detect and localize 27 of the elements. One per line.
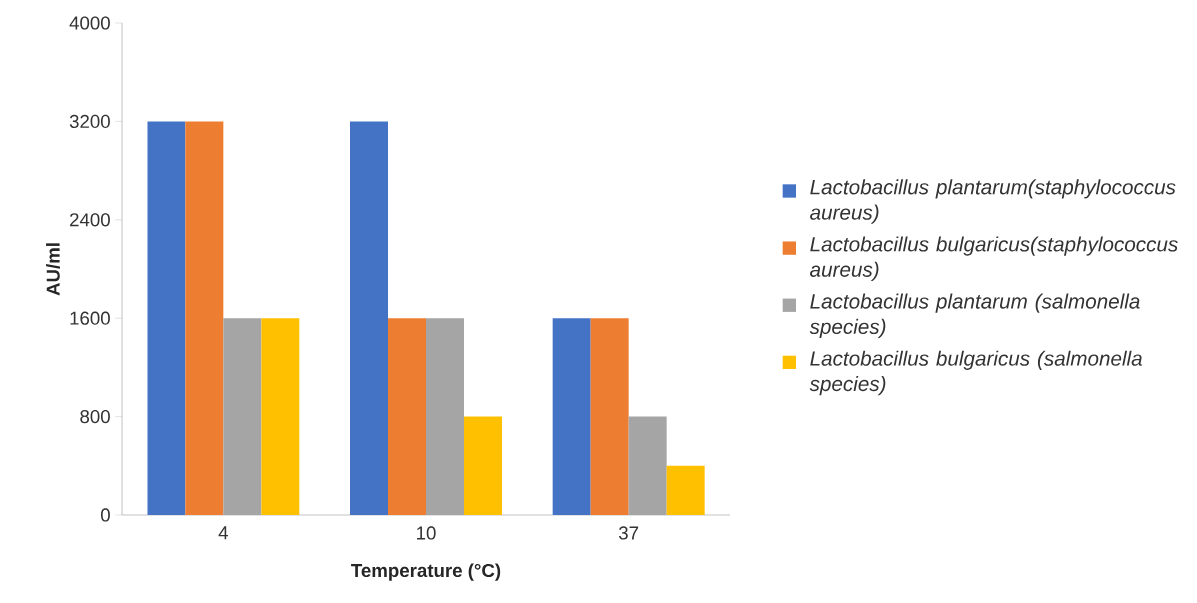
- bar: [223, 318, 262, 515]
- bar: [628, 416, 667, 515]
- y-tick-label: 3200: [69, 114, 110, 129]
- bar: [590, 318, 629, 515]
- y-tick-label: 0: [100, 508, 110, 522]
- y-axis-title: AU/ml: [46, 243, 60, 296]
- bar: [261, 318, 300, 515]
- bar: [464, 416, 503, 515]
- legend-label: Lactobacillus plantarum(staphylococcus aureus): [810, 179, 1176, 224]
- y-tick-label: 800: [80, 409, 110, 424]
- x-tick-label: 37: [619, 526, 639, 540]
- x-axis-title: Temperature (°C): [351, 563, 501, 581]
- bar: [426, 318, 465, 515]
- bar: [147, 121, 186, 515]
- x-tick-label: 10: [417, 526, 436, 540]
- y-tick-label: 4000: [69, 16, 110, 30]
- y-tick-label: 1600: [70, 311, 110, 325]
- y-tick-label: 2400: [70, 213, 110, 227]
- legend-label: Lactobacillus bulgaricus(staphylococcus aureus): [810, 236, 1178, 281]
- bar: [388, 318, 426, 515]
- bar: [350, 121, 388, 515]
- legend-label: Lactobacillus bulgaricus (salmonella species): [809, 350, 1142, 396]
- bar: [552, 318, 591, 515]
- bar: [666, 465, 705, 515]
- bar: [185, 121, 224, 515]
- x-tick-label: 4: [218, 526, 228, 540]
- legend-label: Lactobacillus plantarum (salmonella species): [809, 293, 1140, 339]
